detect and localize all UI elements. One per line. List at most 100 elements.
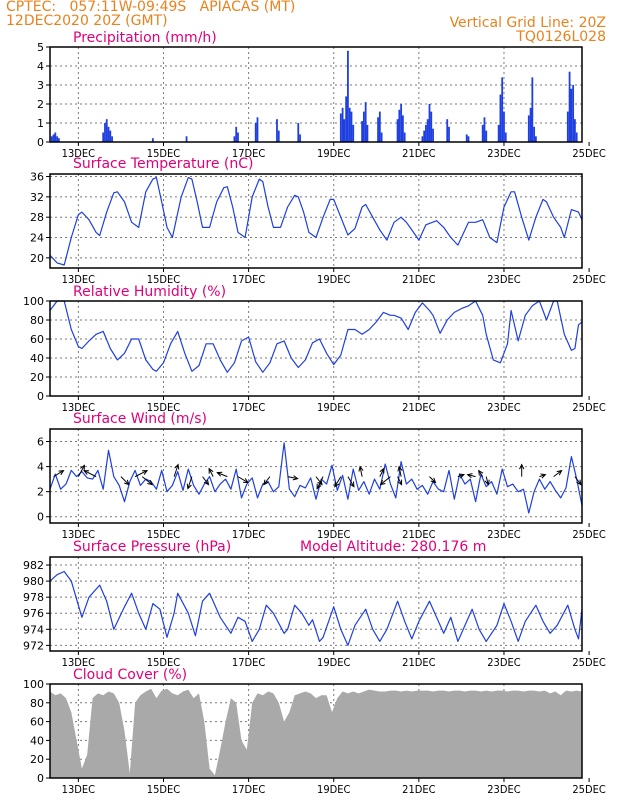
precip-bar (403, 132, 406, 142)
precip-bar (378, 111, 381, 142)
precip-frame (49, 46, 583, 143)
precip-bar (111, 136, 113, 142)
precip-bar (566, 111, 569, 142)
wind-arrow (202, 476, 210, 486)
precip-bar (503, 111, 505, 142)
pressure-line (49, 570, 583, 646)
y-tick-label: 60 (30, 716, 44, 729)
precip-bar (574, 119, 576, 142)
temp-frame (49, 173, 583, 269)
wind-arrow-head (292, 475, 299, 481)
precip-bar (185, 136, 188, 142)
wind-arrow (134, 470, 149, 478)
x-tick-label: 13DEC (62, 273, 95, 286)
precip-bar (430, 111, 433, 142)
wind-arrow-shaft (429, 476, 436, 483)
wind-arrow-shaft (134, 470, 148, 478)
wind-arrow-head (397, 465, 403, 472)
precip-bar (366, 124, 369, 142)
wind-arrow-head (379, 479, 386, 486)
wind-arrow (173, 463, 180, 477)
precip-bar (104, 123, 106, 142)
wind-arrow-shaft (478, 470, 484, 477)
precip-bar (421, 136, 424, 142)
precip-bar (570, 88, 573, 142)
wind-arrow (429, 476, 437, 484)
wind-arrow-head (334, 481, 340, 488)
x-tick-label: 19DEC (317, 656, 350, 669)
precip-bar (483, 117, 486, 142)
x-tick-label: 15DEC (147, 528, 180, 541)
precip-bar (50, 136, 53, 142)
x-tick-label: 25DEC (572, 528, 605, 541)
precip-bar (504, 132, 507, 142)
cloud-cover-area (50, 688, 582, 778)
y-tick-label: 20 (30, 252, 44, 265)
wind-arrow-head (83, 470, 90, 475)
wind-arrow-shaft (398, 466, 402, 477)
wind-arrow-shaft (77, 465, 85, 477)
precip-bar (481, 124, 484, 142)
precip-bar (343, 119, 346, 142)
wind-arrow-head (379, 467, 385, 474)
y-tick-label: 32 (30, 191, 44, 204)
wind-arrow-head (540, 473, 547, 479)
pressure-frame (49, 556, 583, 652)
y-tick-label: 982 (23, 559, 44, 572)
precip-title: Precipitation (mm/h) (73, 30, 217, 46)
precip-bar (364, 102, 367, 142)
x-tick-label: 15DEC (147, 401, 180, 414)
wind-arrow-head (397, 479, 403, 486)
wind-arrow (216, 471, 228, 478)
y-tick-label: 5 (37, 41, 44, 54)
wind-arrow-head (358, 465, 364, 472)
x-tick-label: 23DEC (487, 783, 520, 796)
x-tick-label: 19DEC (317, 528, 350, 541)
precip-bar (465, 134, 468, 142)
temp-line (49, 177, 583, 266)
wind-arrow-shaft (574, 476, 582, 485)
precip-bar (527, 115, 530, 142)
wind-arrow-head (142, 470, 149, 475)
wind-arrow-shaft (316, 476, 324, 489)
cloud-frame (49, 683, 583, 779)
precip-bar (428, 104, 431, 142)
precip-bar (350, 111, 353, 142)
wind-arrow-head (216, 471, 223, 477)
precip-bar (448, 126, 450, 142)
wind-arrow-head (317, 479, 323, 486)
wind-arrow (208, 467, 214, 477)
wind-arrow (334, 476, 342, 488)
x-tick-label: 19DEC (317, 273, 350, 286)
wind-arrow (141, 476, 154, 486)
header-model-code: TQ0126L028 (516, 29, 606, 45)
y-tick-label: 40 (30, 734, 44, 747)
wind-arrow-head (80, 464, 85, 471)
wind-arrow-shaft (315, 476, 323, 485)
wind-arrow (316, 476, 324, 490)
x-tick-label: 19DEC (317, 401, 350, 414)
y-tick-label: 0 (37, 772, 44, 785)
precip-bar (109, 130, 112, 142)
y-tick-label: 28 (30, 211, 44, 224)
y-tick-label: 2 (37, 486, 44, 499)
header-station: CPTEC: 057:11W-09:49S APIACAS (MT) (6, 0, 296, 15)
wind-arrow-shaft (237, 476, 249, 484)
precip-bar (254, 123, 257, 142)
wind-arrow (358, 465, 364, 477)
wind-arrow (237, 476, 249, 484)
precip-bar (277, 130, 280, 142)
wind-arrow-shaft (173, 464, 179, 477)
wind-arrow-shaft (208, 468, 214, 477)
y-tick-label: 3 (37, 79, 44, 92)
wind-arrow (574, 476, 582, 486)
wind-arrow-shaft (120, 476, 130, 485)
x-tick-label: 15DEC (147, 656, 180, 669)
x-tick-label: 13DEC (62, 783, 95, 796)
wind-arrow (553, 469, 563, 478)
precip-bar (54, 132, 57, 142)
precip-bar (341, 107, 344, 142)
wind-arrow-head (203, 479, 210, 486)
precip-bar (425, 124, 427, 142)
